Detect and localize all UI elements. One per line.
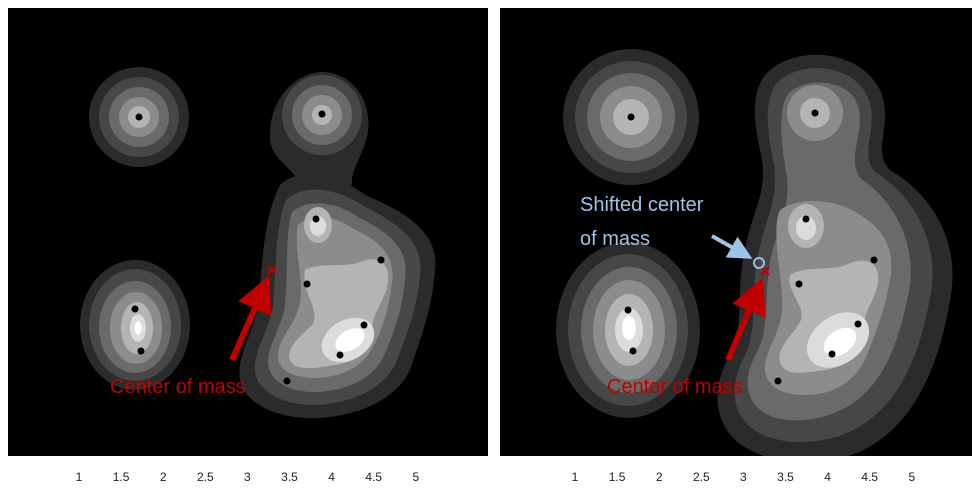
left-center-of-mass-label: Center of mass: [110, 376, 246, 398]
sample-point: [135, 113, 143, 121]
sample-point: [377, 256, 385, 264]
sample-point: [627, 113, 635, 121]
right-panel: Shifted center of mass Center of mass: [500, 8, 972, 456]
right-center-of-mass-marker: [760, 266, 770, 276]
sample-point: [318, 110, 326, 118]
sample-point: [303, 280, 311, 288]
x-tick-label: 1: [76, 470, 83, 484]
sample-point: [802, 215, 810, 223]
x-tick-label: 3.5: [281, 470, 298, 484]
x-tick-label: 4: [824, 470, 831, 484]
x-tick-label: 2.5: [693, 470, 710, 484]
x-tick-label: 4.5: [861, 470, 878, 484]
right-cluster: [717, 54, 953, 456]
sample-point: [870, 256, 878, 264]
sample-point: [283, 377, 291, 385]
x-tick-label: 3: [740, 470, 747, 484]
x-tick-label: 2.5: [197, 470, 214, 484]
right-x-axis: 1 1.5 2 2.5 3 3.5 4 4.5 5: [572, 470, 916, 484]
right-peak-bottom-left: [556, 242, 700, 418]
x-tick-label: 5: [908, 470, 915, 484]
right-center-of-mass-arrow: [725, 277, 766, 362]
right-shifted-center-label-line2: of mass: [580, 228, 650, 250]
right-shifted-center-label-line1: Shifted center: [580, 194, 704, 216]
x-tick-label: 2: [656, 470, 663, 484]
right-shifted-center-marker: [753, 257, 765, 269]
right-sample-points: [624, 109, 878, 385]
left-panel: Center of mass: [8, 8, 488, 456]
sample-point: [629, 347, 637, 355]
left-cluster: [239, 174, 436, 419]
sample-point: [795, 280, 803, 288]
left-x-axis: 1 1.5 2 2.5 3 3.5 4 4.5 5: [76, 470, 420, 484]
sample-point: [811, 109, 819, 117]
sample-point: [131, 305, 139, 313]
right-center-of-mass-label: Center of mass: [607, 376, 743, 398]
left-contours: [80, 67, 436, 419]
x-tick-label: 4.5: [365, 470, 382, 484]
x-tick-label: 4: [328, 470, 335, 484]
x-tick-label: 1.5: [113, 470, 130, 484]
x-tick-label: 2: [160, 470, 167, 484]
right-contours: [556, 49, 953, 456]
left-peak-bottom-left: [80, 260, 190, 390]
right-shifted-center-arrow: [711, 234, 753, 259]
x-tick-label: 1.5: [609, 470, 626, 484]
sample-point: [774, 377, 782, 385]
sample-point: [137, 347, 145, 355]
sample-point: [360, 321, 368, 329]
sample-point: [828, 350, 836, 358]
sample-point: [312, 215, 320, 223]
sample-point: [854, 320, 862, 328]
x-tick-label: 1: [572, 470, 579, 484]
left-sample-points: [131, 110, 385, 385]
x-tick-label: 5: [412, 470, 419, 484]
x-tick-label: 3.5: [777, 470, 794, 484]
sample-point: [336, 351, 344, 359]
left-center-of-mass-arrow: [229, 275, 272, 362]
left-center-of-mass-marker: [267, 265, 277, 275]
x-tick-label: 3: [244, 470, 251, 484]
sample-point: [624, 306, 632, 314]
